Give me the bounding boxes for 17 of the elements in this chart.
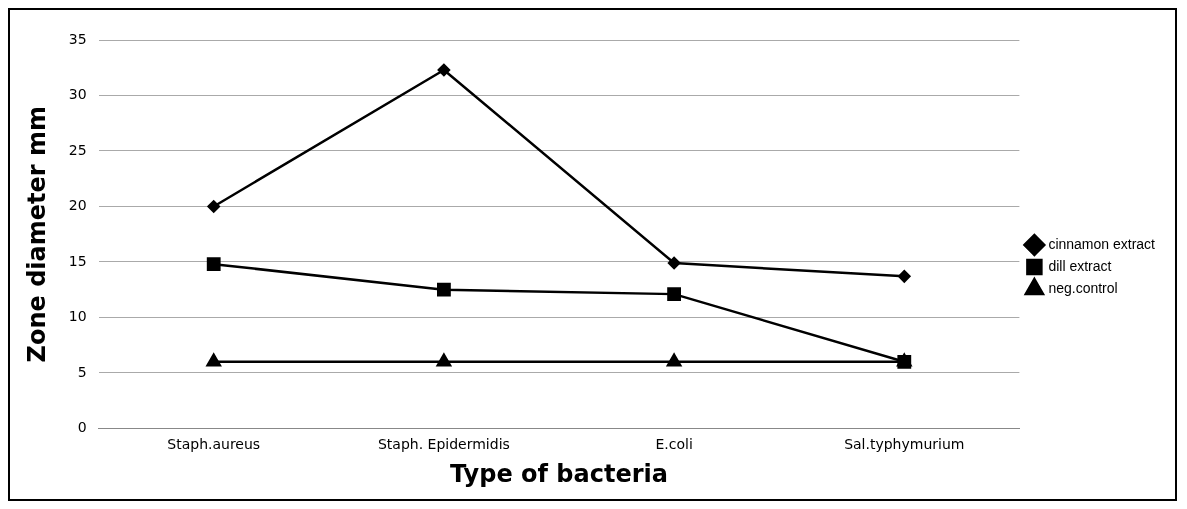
y-tick-label: 10 [68,308,87,325]
legend-label: cinnamon extract [1048,235,1156,252]
y-tick-label: 15 [68,252,87,269]
x-tick-label: Staph. Epidermidis [377,436,510,453]
x-axis-title: Type of bacteria [450,459,668,488]
y-tick-label: 5 [77,363,87,380]
y-tick-label: 25 [68,141,87,158]
y-tick-label: 20 [68,197,87,214]
y-tick-label: 35 [68,30,87,47]
legend-label: neg.control [1048,279,1118,296]
x-tick-label: E.coli [655,436,693,453]
y-tick-label: 30 [68,86,87,103]
legend-label: dill extract [1048,257,1112,274]
y-axis-title: Zone diameter mm [22,105,51,363]
y-tick-label: 0 [77,419,87,436]
x-tick-label: Sal.typhymurium [844,436,965,453]
x-tick-label: Staph.aureus [167,436,261,453]
